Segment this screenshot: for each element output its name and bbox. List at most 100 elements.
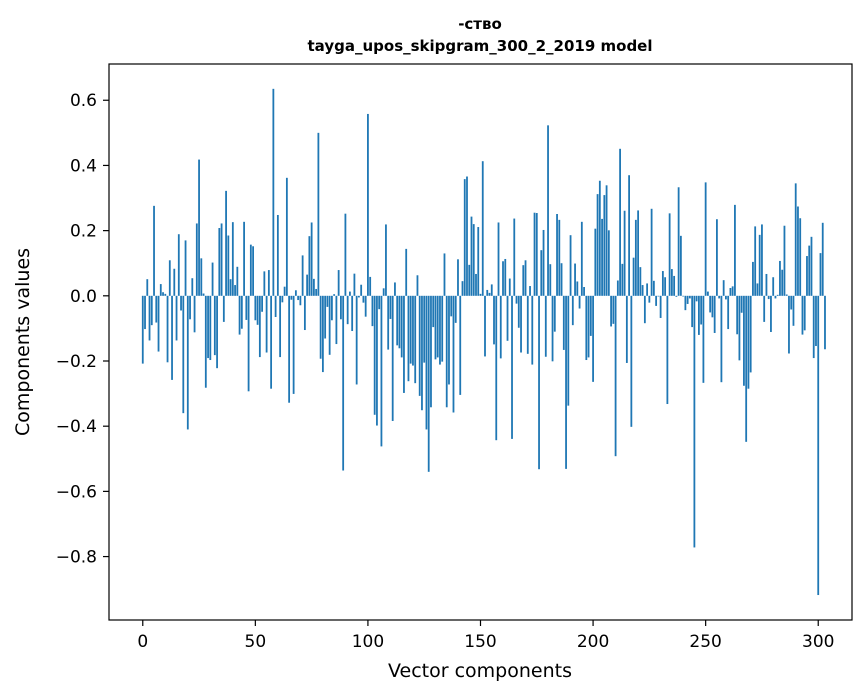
bar xyxy=(470,216,473,296)
bar xyxy=(229,279,232,296)
chart-title: -ство xyxy=(458,15,502,33)
bar xyxy=(740,295,743,313)
bar xyxy=(243,221,245,296)
bar xyxy=(727,295,730,330)
bar xyxy=(774,295,777,299)
bar xyxy=(664,277,667,296)
bar xyxy=(376,295,378,426)
bar xyxy=(531,295,534,365)
x-tick-label: 100 xyxy=(352,632,384,652)
bar xyxy=(389,295,392,319)
bar xyxy=(157,295,160,352)
bar xyxy=(592,295,594,382)
bar xyxy=(245,295,248,320)
bar xyxy=(412,295,414,366)
bar xyxy=(691,295,694,328)
bar xyxy=(202,293,205,296)
bar xyxy=(794,183,797,296)
bar xyxy=(358,295,360,298)
bar xyxy=(731,286,734,296)
bar xyxy=(524,260,527,296)
bar xyxy=(693,295,696,548)
bar xyxy=(547,125,549,296)
bar xyxy=(806,256,808,296)
bar xyxy=(506,295,509,341)
bar xyxy=(596,194,599,296)
bar xyxy=(184,240,187,296)
bar xyxy=(666,295,669,405)
y-tick-label: 0.6 xyxy=(70,91,97,111)
bar xyxy=(213,295,216,356)
x-tick-label: 50 xyxy=(245,632,267,652)
bar xyxy=(155,295,158,323)
bar xyxy=(204,295,207,388)
bar xyxy=(175,295,178,341)
bar xyxy=(472,224,475,296)
bar xyxy=(283,286,286,296)
bar xyxy=(819,253,822,296)
bar xyxy=(648,295,651,303)
bar xyxy=(342,295,345,471)
bar xyxy=(763,295,766,322)
bar xyxy=(337,270,340,296)
y-tick-label: 0.2 xyxy=(70,222,97,242)
x-tick-label: 250 xyxy=(689,632,721,652)
bar xyxy=(234,285,236,296)
bar xyxy=(688,295,691,299)
bar xyxy=(279,295,282,358)
bar xyxy=(720,295,723,383)
bar xyxy=(349,291,351,296)
bar xyxy=(281,295,284,303)
bar xyxy=(529,286,531,296)
bar xyxy=(601,218,603,296)
bar xyxy=(754,226,757,296)
bar xyxy=(812,295,815,359)
bar xyxy=(513,218,516,296)
bar xyxy=(148,295,151,341)
bar xyxy=(556,214,558,296)
bar xyxy=(502,261,504,296)
bar xyxy=(655,295,658,306)
bar xyxy=(594,228,597,296)
bar xyxy=(643,295,646,324)
bar xyxy=(578,295,581,309)
bar xyxy=(567,295,570,406)
bar xyxy=(650,208,653,296)
bar xyxy=(734,204,736,296)
bar xyxy=(400,295,403,358)
bar xyxy=(407,295,410,382)
bar xyxy=(276,214,279,296)
bar xyxy=(560,263,563,296)
bar xyxy=(256,295,259,325)
bar xyxy=(297,295,300,301)
bar xyxy=(441,295,444,362)
bar xyxy=(450,295,453,317)
bar xyxy=(504,258,507,296)
bar xyxy=(263,271,266,296)
bar xyxy=(328,295,331,355)
bar xyxy=(209,295,212,361)
bar xyxy=(144,295,146,330)
bar xyxy=(166,295,169,363)
bar xyxy=(821,222,824,296)
bar xyxy=(661,271,664,296)
bar xyxy=(394,282,396,296)
bar xyxy=(673,275,676,296)
bar xyxy=(630,295,633,427)
bar xyxy=(824,295,826,350)
bar xyxy=(637,210,640,296)
bar xyxy=(369,276,372,296)
bar xyxy=(432,295,435,328)
bar xyxy=(747,295,750,389)
bar xyxy=(702,295,705,383)
bar xyxy=(580,221,583,296)
bar xyxy=(497,222,500,296)
bar xyxy=(533,212,536,296)
bar xyxy=(628,175,630,296)
bar xyxy=(218,228,221,296)
bar xyxy=(141,295,144,364)
bar xyxy=(781,269,784,296)
bar xyxy=(517,295,520,328)
bar xyxy=(301,255,304,296)
bar xyxy=(639,267,642,296)
